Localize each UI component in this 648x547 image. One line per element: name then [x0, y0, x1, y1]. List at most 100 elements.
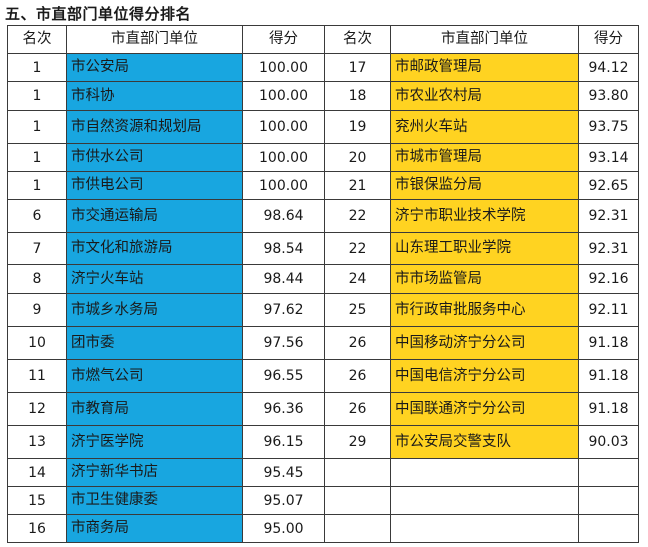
- score-cell: 100.00: [242, 171, 325, 200]
- score-cell: 96.15: [242, 425, 325, 459]
- rank-cell: 25: [324, 293, 391, 327]
- table-row: 1 市供水公司 100.00 20 市城市管理局 93.14: [7, 143, 639, 172]
- rank-cell: 18: [324, 81, 391, 111]
- unit-cell: 市科协: [66, 81, 243, 111]
- score-cell: 93.75: [578, 110, 639, 144]
- rank-cell: 8: [7, 264, 67, 294]
- rank-cell: 1: [7, 143, 67, 172]
- score-cell: 92.11: [578, 293, 639, 327]
- rank-cell: 10: [7, 326, 67, 360]
- rank-cell: 14: [7, 458, 67, 487]
- rank-cell: [324, 514, 391, 543]
- unit-cell: 济宁火车站: [66, 264, 243, 294]
- rank-cell: 26: [324, 326, 391, 360]
- rank-cell: 21: [324, 171, 391, 200]
- table-row: 1 市科协 100.00 18 市农业农村局 93.80: [7, 81, 639, 111]
- rank-cell: 22: [324, 232, 391, 265]
- unit-cell: 市行政审批服务中心: [390, 293, 579, 327]
- score-cell: 98.44: [242, 264, 325, 294]
- table-row: 14 济宁新华书店 95.45: [7, 458, 639, 487]
- score-cell: 92.16: [578, 264, 639, 294]
- unit-cell: 山东理工职业学院: [390, 232, 579, 265]
- unit-cell: 中国联通济宁分公司: [390, 392, 579, 426]
- score-cell: [578, 514, 639, 543]
- rank-cell: 17: [324, 53, 391, 82]
- score-cell: 95.45: [242, 458, 325, 487]
- unit-cell: 市供电公司: [66, 171, 243, 200]
- unit-cell: 济宁市职业技术学院: [390, 199, 579, 233]
- header-rank-left: 名次: [7, 25, 67, 54]
- rank-cell: 7: [7, 232, 67, 265]
- rank-cell: 16: [7, 514, 67, 543]
- table-row: 1 市自然资源和规划局 100.00 19 兖州火车站 93.75: [7, 110, 639, 144]
- rank-cell: 13: [7, 425, 67, 459]
- score-cell: 92.65: [578, 171, 639, 200]
- score-cell: 96.55: [242, 359, 325, 393]
- header-unit-right: 市直部门单位: [390, 25, 579, 54]
- unit-cell: 市公安局: [66, 53, 243, 82]
- score-cell: 93.80: [578, 81, 639, 111]
- score-cell: 97.56: [242, 326, 325, 360]
- score-cell: 92.31: [578, 199, 639, 233]
- score-cell: 91.18: [578, 392, 639, 426]
- score-cell: 100.00: [242, 110, 325, 144]
- rank-cell: 20: [324, 143, 391, 172]
- unit-cell: 市公安局交警支队: [390, 425, 579, 459]
- unit-cell: 中国移动济宁分公司: [390, 326, 579, 360]
- rank-cell: 6: [7, 199, 67, 233]
- score-cell: 90.03: [578, 425, 639, 459]
- score-cell: 98.64: [242, 199, 325, 233]
- unit-cell: 市自然资源和规划局: [66, 110, 243, 144]
- score-cell: 100.00: [242, 81, 325, 111]
- score-cell: [578, 486, 639, 515]
- unit-cell: 市文化和旅游局: [66, 232, 243, 265]
- table-row: 11 市燃气公司 96.55 26 中国电信济宁分公司 91.18: [7, 359, 639, 393]
- table-row: 8 济宁火车站 98.44 24 市市场监管局 92.16: [7, 264, 639, 294]
- score-cell: 95.07: [242, 486, 325, 515]
- unit-cell: 市邮政管理局: [390, 53, 579, 82]
- unit-cell: [390, 514, 579, 543]
- table-row: 1 市供电公司 100.00 21 市银保监分局 92.65: [7, 171, 639, 200]
- header-row: 名次 市直部门单位 得分 名次 市直部门单位 得分: [7, 25, 639, 54]
- table-row: 15 市卫生健康委 95.07: [7, 486, 639, 515]
- unit-cell: 市教育局: [66, 392, 243, 426]
- unit-cell: 市卫生健康委: [66, 486, 243, 515]
- unit-cell: [390, 486, 579, 515]
- unit-cell: 市农业农村局: [390, 81, 579, 111]
- score-cell: 100.00: [242, 143, 325, 172]
- score-cell: 100.00: [242, 53, 325, 82]
- table-body: 1 市公安局 100.00 17 市邮政管理局 94.12 1 市科协 100.00 18 市农业农…: [7, 53, 639, 543]
- rank-cell: 29: [324, 425, 391, 459]
- score-cell: 91.18: [578, 326, 639, 360]
- rank-cell: 19: [324, 110, 391, 144]
- header-score-right: 得分: [578, 25, 639, 54]
- rank-cell: 1: [7, 81, 67, 111]
- unit-cell: 济宁医学院: [66, 425, 243, 459]
- ranking-table: 名次 市直部门单位 得分 名次 市直部门单位 得分 1 市公安局 100.00 17 市…: [7, 25, 639, 543]
- rank-cell: 22: [324, 199, 391, 233]
- unit-cell: 中国电信济宁分公司: [390, 359, 579, 393]
- table-row: 6 市交通运输局 98.64 22 济宁市职业技术学院 92.31: [7, 199, 639, 233]
- header-rank-right: 名次: [324, 25, 391, 54]
- rank-cell: 24: [324, 264, 391, 294]
- rank-cell: 1: [7, 110, 67, 144]
- rank-cell: [324, 486, 391, 515]
- score-cell: 97.62: [242, 293, 325, 327]
- page-title: 五、市直部门单位得分排名: [5, 5, 192, 23]
- score-cell: 92.31: [578, 232, 639, 265]
- unit-cell: 市银保监分局: [390, 171, 579, 200]
- unit-cell: 团市委: [66, 326, 243, 360]
- score-cell: 94.12: [578, 53, 639, 82]
- score-cell: 93.14: [578, 143, 639, 172]
- score-cell: 98.54: [242, 232, 325, 265]
- score-cell: 96.36: [242, 392, 325, 426]
- rank-cell: 9: [7, 293, 67, 327]
- rank-cell: 15: [7, 486, 67, 515]
- table-row: 9 市城乡水务局 97.62 25 市行政审批服务中心 92.11: [7, 293, 639, 327]
- score-cell: 95.00: [242, 514, 325, 543]
- rank-cell: 1: [7, 53, 67, 82]
- table-row: 12 市教育局 96.36 26 中国联通济宁分公司 91.18: [7, 392, 639, 426]
- table-row: 7 市文化和旅游局 98.54 22 山东理工职业学院 92.31: [7, 232, 639, 265]
- rank-cell: 1: [7, 171, 67, 200]
- unit-cell: 市商务局: [66, 514, 243, 543]
